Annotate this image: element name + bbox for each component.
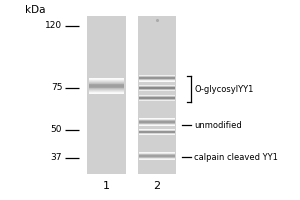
Bar [139,86,175,87]
Bar [139,156,175,157]
Text: 75: 75 [51,84,62,92]
Bar [139,74,175,75]
Bar [139,96,175,97]
Bar [89,83,124,84]
Bar [139,120,175,121]
Text: 2: 2 [154,181,160,191]
Bar [139,124,175,125]
Bar [139,129,175,130]
Text: calpain cleaved YY1: calpain cleaved YY1 [194,152,278,162]
Bar [89,84,124,85]
Bar [139,123,175,124]
Bar [139,125,175,126]
Bar [89,92,124,93]
Bar [139,154,175,155]
Bar [139,97,175,98]
Bar [139,86,175,87]
Bar [139,95,175,96]
Bar [139,79,175,80]
Bar [139,152,175,153]
Bar [89,80,124,81]
Bar [139,79,175,80]
Bar [139,122,175,123]
Bar [89,92,124,93]
Bar [139,153,175,154]
Bar [139,119,175,120]
Bar [89,84,124,85]
Bar [139,131,175,132]
Bar [139,77,175,78]
Bar [139,131,175,132]
Bar [138,16,176,174]
Bar [139,75,175,76]
Bar [139,80,175,81]
Bar [139,129,175,130]
Text: 50: 50 [51,126,62,134]
Bar [139,98,175,99]
Bar [139,80,175,81]
Bar [139,98,175,99]
Bar [139,76,175,77]
Bar [139,81,175,82]
Bar [139,85,175,86]
Bar [89,91,124,92]
Bar [89,88,124,89]
Bar [139,78,175,79]
Bar [139,121,175,122]
Bar [139,78,175,79]
Bar [139,120,175,121]
Bar [139,87,175,88]
Text: 37: 37 [51,154,62,162]
Bar [139,95,175,96]
Bar [139,97,175,98]
Bar [89,85,124,86]
Bar [139,90,175,91]
Bar [139,118,175,119]
Bar [89,89,124,90]
Bar [139,88,175,89]
Text: O-glycosylYY1: O-glycosylYY1 [194,84,253,94]
Bar [139,158,175,159]
Bar [139,156,175,157]
Bar [89,81,124,82]
Bar [139,100,175,101]
Bar [89,86,124,87]
Bar [139,88,175,89]
Bar [139,132,175,133]
Bar [89,88,124,89]
Bar [89,90,124,91]
Bar [139,96,175,97]
Bar [139,157,175,158]
Text: 1: 1 [103,181,110,191]
Bar [139,89,175,90]
Bar [89,82,124,83]
Bar [139,158,175,159]
Bar [87,16,126,174]
Bar [139,87,175,88]
Bar [89,80,124,81]
Bar [89,93,124,94]
Bar [139,119,175,120]
Bar [139,133,175,134]
Bar [139,85,175,86]
Bar [139,122,175,123]
Bar [139,155,175,156]
Bar [139,152,175,153]
Bar [139,154,175,155]
Bar [139,133,175,134]
Bar [139,134,175,135]
Bar [139,125,175,126]
Text: 120: 120 [45,21,62,30]
Bar [139,130,175,131]
Bar [89,79,124,80]
Bar [139,130,175,131]
Bar [89,87,124,88]
Text: unmodified: unmodified [194,120,242,130]
Text: kDa: kDa [25,5,46,15]
Bar [89,78,124,79]
Bar [139,99,175,100]
Bar [139,159,175,160]
